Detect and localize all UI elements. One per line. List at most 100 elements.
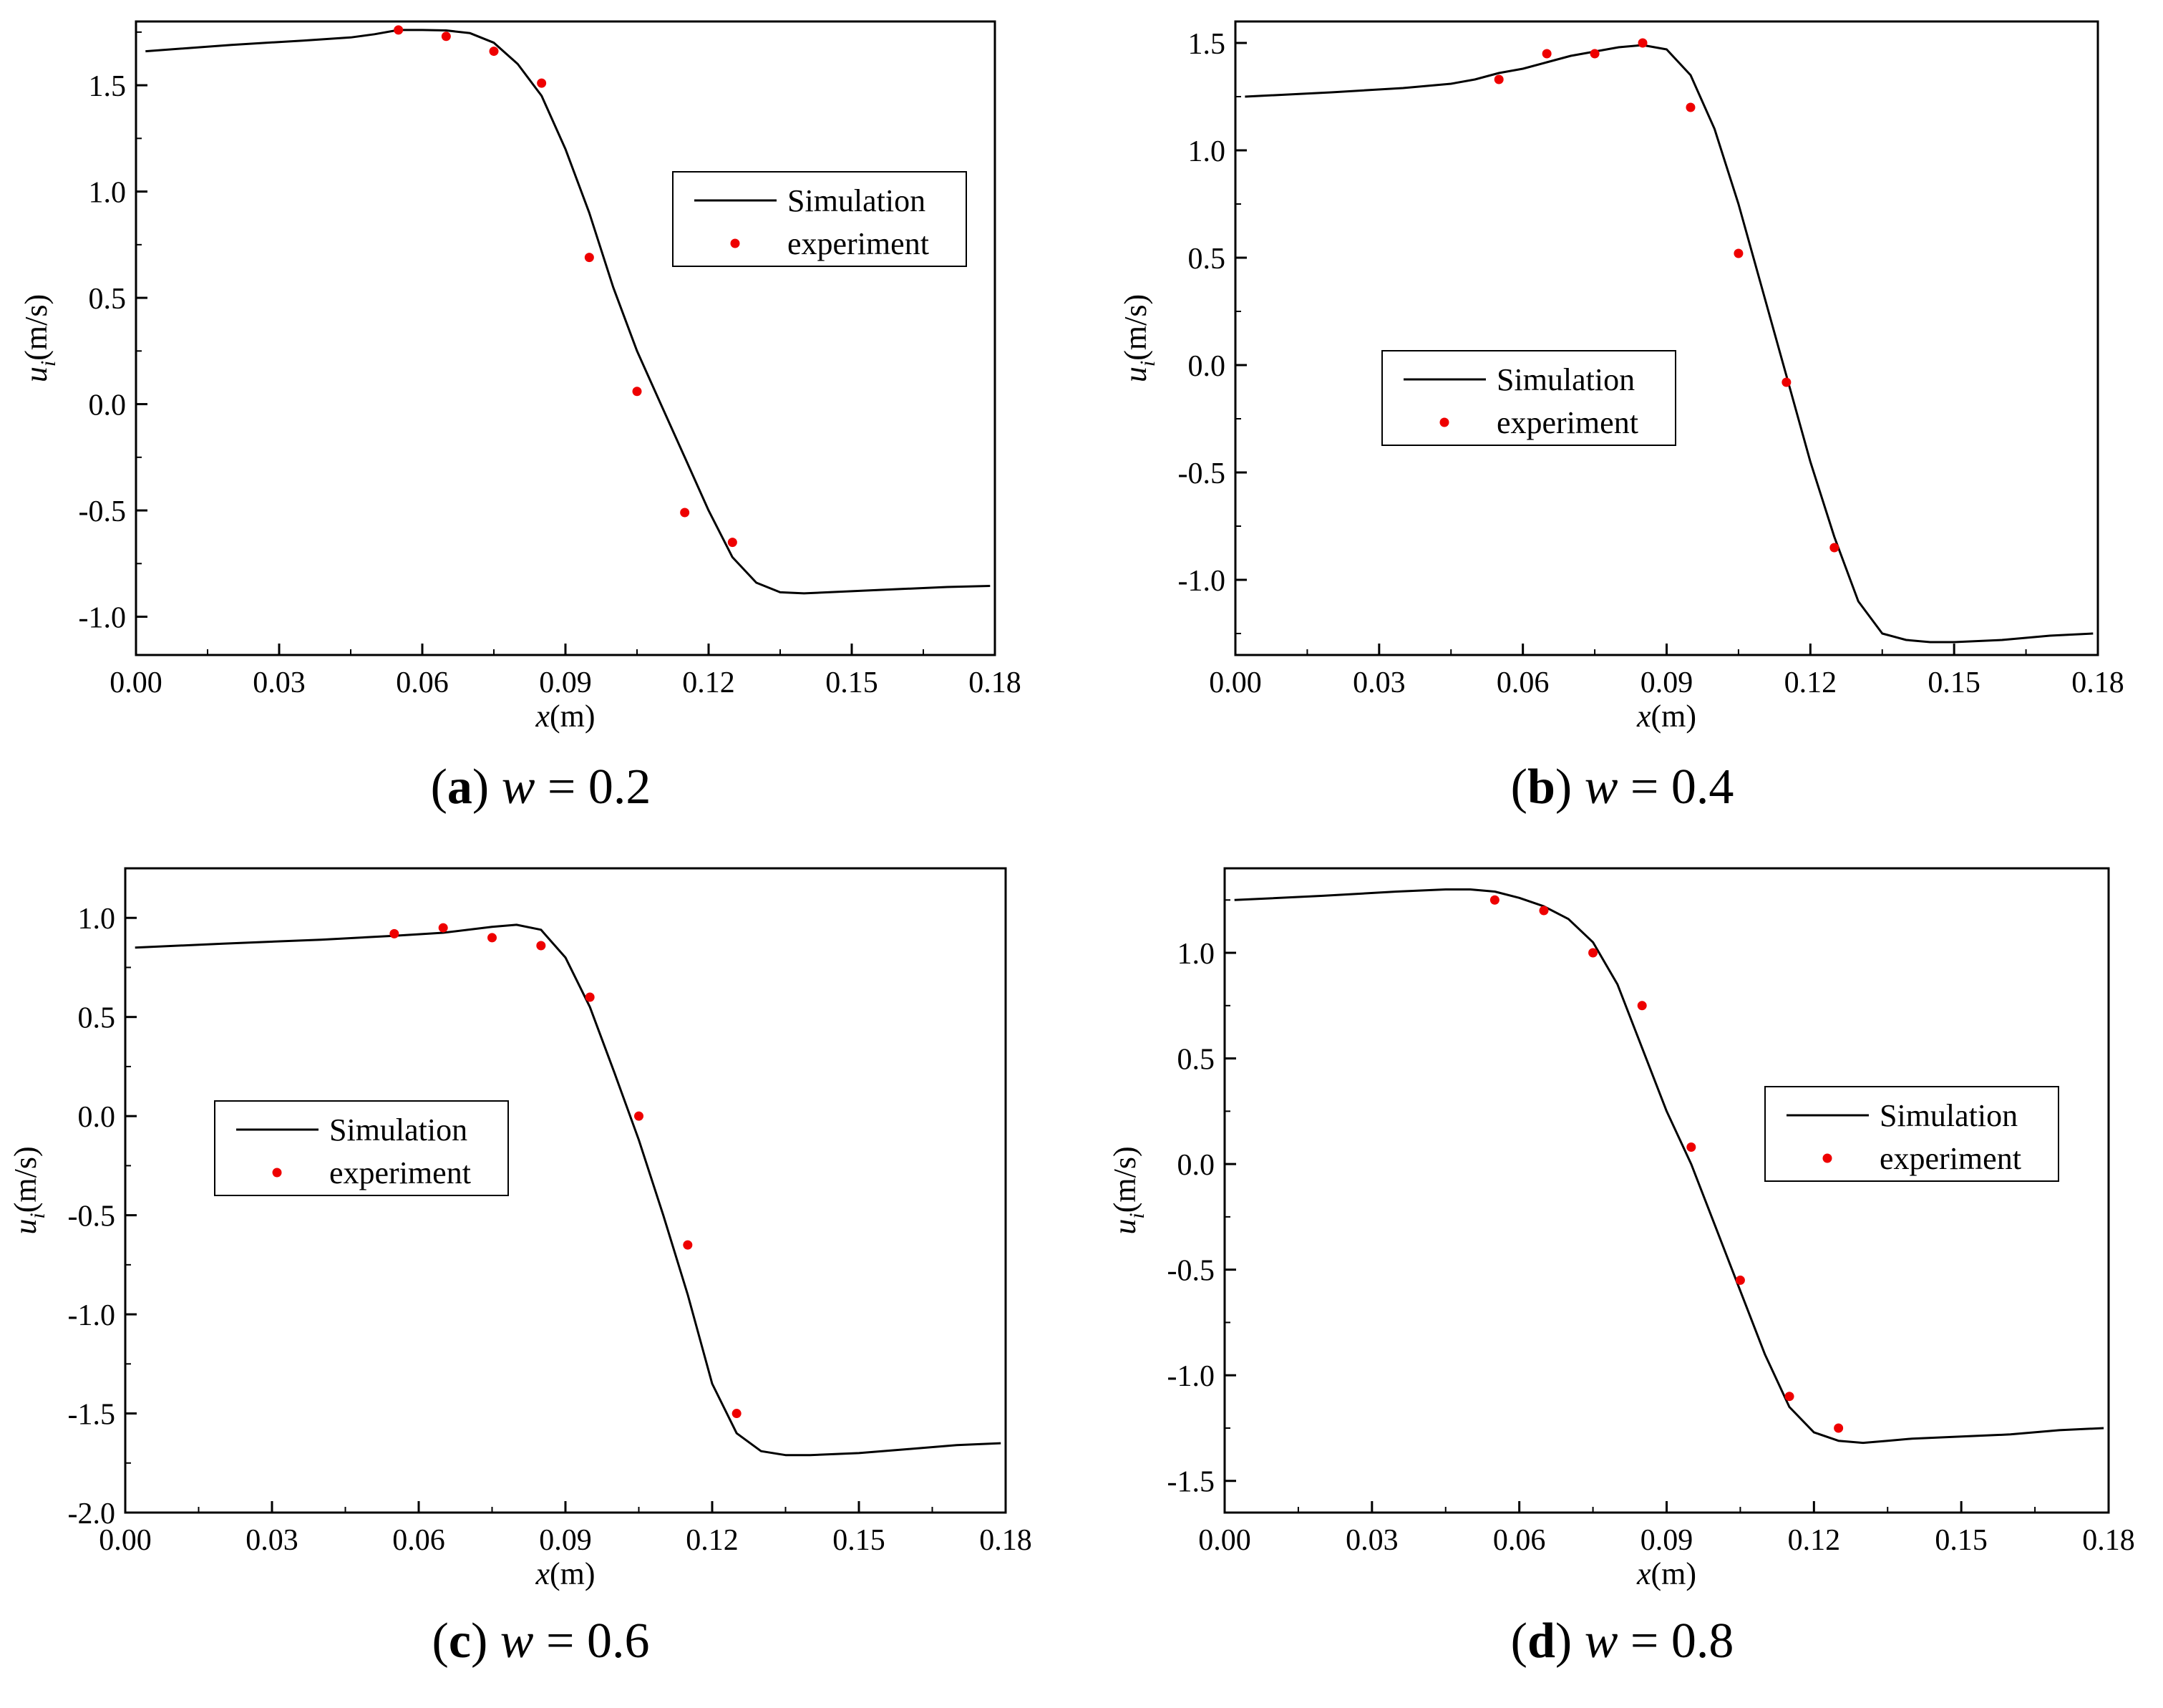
y-axis-label: ui(m/s) xyxy=(1107,1146,1149,1234)
legend-experiment-label: experiment xyxy=(1497,405,1638,440)
caption-b-label: b xyxy=(1527,760,1555,815)
y-axis-label-unit: (m/s) xyxy=(1107,1146,1142,1213)
legend-marker-swatch xyxy=(1822,1153,1832,1163)
experiment-point xyxy=(441,31,451,42)
experiment-point xyxy=(1834,1423,1844,1433)
caption-d-var: w xyxy=(1584,1614,1618,1669)
y-axis-label-var: u xyxy=(19,367,54,382)
experiment-point xyxy=(634,1111,643,1121)
x-tick-label: 0.15 xyxy=(1928,666,1980,699)
y-axis-label-unit: (m/s) xyxy=(8,1146,43,1213)
legend-marker-swatch xyxy=(730,238,740,248)
experiment-point xyxy=(1637,1001,1647,1011)
caption-c-var: w xyxy=(500,1614,534,1669)
caption-a-var: w xyxy=(501,760,535,815)
x-tick-label: 0.06 xyxy=(392,1524,445,1557)
experiment-point xyxy=(1829,543,1839,553)
y-tick-label: 0.0 xyxy=(1177,1149,1215,1182)
plot-frame-b xyxy=(1234,20,2099,656)
y-tick-label: 0.5 xyxy=(1177,1044,1215,1077)
y-tick-label: -2.0 xyxy=(68,1498,116,1530)
x-tick-label: 0.09 xyxy=(1641,666,1693,699)
x-axis-label-var: x xyxy=(1636,1556,1651,1591)
experiment-point xyxy=(394,25,404,35)
chart-b-caption: (b) w = 0.4 xyxy=(1510,760,1734,815)
y-tick-label: 1.0 xyxy=(1177,938,1215,971)
legend-c: Simulation experiment xyxy=(214,1100,509,1196)
experiment-point xyxy=(389,928,399,938)
y-tick-label: -0.5 xyxy=(1167,1255,1215,1288)
x-tick-label: 0.09 xyxy=(539,1524,592,1557)
x-tick-label: 0.03 xyxy=(1353,666,1406,699)
y-tick-label: 0.5 xyxy=(78,1002,116,1035)
x-tick-label: 0.06 xyxy=(1493,1524,1546,1557)
caption-b-var: w xyxy=(1584,760,1618,815)
simulation-line-b xyxy=(1245,44,2094,644)
caption-b-eq: = xyxy=(1630,760,1659,815)
experiment-point xyxy=(1784,1392,1794,1402)
y-tick-label: 1.0 xyxy=(89,177,127,210)
caption-a-eq: = xyxy=(547,760,576,815)
legend-box xyxy=(672,171,967,267)
x-tick-label: 0.06 xyxy=(1497,666,1550,699)
legend-simulation-label: Simulation xyxy=(1497,362,1635,397)
legend-experiment-label: experiment xyxy=(1880,1141,2021,1176)
experiment-point xyxy=(727,538,737,548)
y-tick-label: -1.0 xyxy=(1167,1360,1215,1393)
y-tick-label: 0.5 xyxy=(89,283,127,316)
x-tick-label: 0.03 xyxy=(1346,1524,1399,1557)
experiment-point xyxy=(1638,38,1648,48)
experiment-point xyxy=(585,992,595,1002)
y-tick-label: 1.0 xyxy=(1188,135,1226,168)
caption-d-eq: = xyxy=(1630,1614,1659,1669)
plot-frame-d xyxy=(1223,867,2110,1514)
y-tick-label: -1.0 xyxy=(79,602,127,635)
experiment-point xyxy=(1539,906,1549,916)
y-tick-label: 0.0 xyxy=(1188,350,1226,383)
experiment-point xyxy=(683,1240,693,1250)
experiment-point xyxy=(1494,74,1504,84)
y-tick-label: 0.5 xyxy=(1188,243,1226,276)
legend-simulation-label: Simulation xyxy=(1880,1098,2018,1133)
x-axis-label-unit: (m) xyxy=(1651,1556,1697,1591)
legend-experiment-label: experiment xyxy=(787,226,929,261)
x-tick-label: 0.12 xyxy=(686,1524,739,1557)
legend-d: Simulation experiment xyxy=(1764,1086,2059,1182)
legend-simulation-label: Simulation xyxy=(329,1112,467,1147)
x-tick-label: 0.15 xyxy=(1935,1524,1988,1557)
y-tick-label: -1.5 xyxy=(68,1399,116,1432)
plot-frame-a xyxy=(135,20,996,656)
simulation-line-d xyxy=(1234,888,2104,1445)
x-axis-label-var: x xyxy=(1636,699,1651,734)
x-tick-label: 0.03 xyxy=(253,666,306,699)
y-tick-label: 1.0 xyxy=(78,903,116,936)
experiment-point xyxy=(1735,1275,1745,1285)
y-tick-label: 0.0 xyxy=(89,389,127,422)
chart-b-svg: 0.00 0.03 0.06 0.09 0.12 0.15 0.18 -1.0 -0.5 0.0 0… xyxy=(1118,20,2124,734)
y-axis-label-sub: i xyxy=(37,361,60,367)
experiment-point xyxy=(584,253,594,263)
x-tick-label: 0.06 xyxy=(396,666,449,699)
legend-experiment-label: experiment xyxy=(329,1155,471,1190)
experiment-point xyxy=(1686,102,1696,112)
chart-d-caption: (d) w = 0.8 xyxy=(1510,1614,1734,1669)
chart-a-caption: (a) w = 0.2 xyxy=(430,760,651,815)
y-tick-label: -0.5 xyxy=(68,1200,116,1233)
y-tick-label: -0.5 xyxy=(1178,457,1226,490)
x-tick-label: 0.09 xyxy=(539,666,592,699)
y-tick-label: 1.5 xyxy=(1188,28,1226,61)
chart-c-caption: (c) w = 0.6 xyxy=(432,1614,650,1669)
x-axis-label: x(m) xyxy=(535,1556,595,1591)
legend-box xyxy=(1764,1086,2059,1182)
y-axis-label: ui(m/s) xyxy=(19,294,60,382)
legend-marker-swatch xyxy=(272,1168,282,1178)
y-tick-label: -1.5 xyxy=(1167,1466,1215,1499)
x-axis-label-var: x xyxy=(535,1556,550,1591)
experiment-point xyxy=(487,933,497,943)
caption-b-value: 0.4 xyxy=(1671,760,1734,815)
experiment-point xyxy=(1542,49,1552,59)
legend-marker-swatch xyxy=(1439,417,1449,427)
y-axis-label-var: u xyxy=(1107,1219,1142,1235)
caption-c-value: 0.6 xyxy=(586,1614,650,1669)
legend-b: Simulation experiment xyxy=(1381,350,1676,446)
